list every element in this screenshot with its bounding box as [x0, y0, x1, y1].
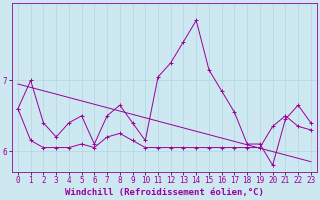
X-axis label: Windchill (Refroidissement éolien,°C): Windchill (Refroidissement éolien,°C) — [65, 188, 264, 197]
